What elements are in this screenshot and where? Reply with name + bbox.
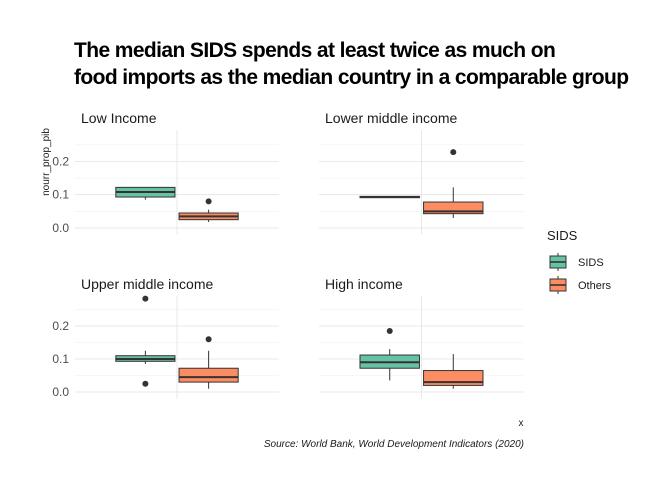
- y-tick-label: 0.1: [52, 188, 69, 202]
- facet-panels: Low Income 0.0 0.1 0.2 Lower middle income Up…: [52, 110, 524, 399]
- legend-item-sids: SIDS: [549, 253, 604, 271]
- facet-panel: High income: [319, 276, 524, 399]
- y-tick-label: 0.0: [52, 385, 69, 399]
- legend-title: SIDS: [547, 228, 578, 243]
- y-axis-title: nourr_prop_pib: [41, 128, 52, 196]
- y-tick-label: 0.2: [52, 154, 69, 168]
- y-tick-label: 0.1: [52, 352, 69, 366]
- outlier-point: [142, 380, 149, 387]
- outlier-point: [205, 336, 212, 343]
- outlier-point: [450, 149, 457, 156]
- y-tick-label: 0.0: [52, 221, 69, 235]
- outlier-point: [386, 327, 393, 334]
- facet-panel: Lower middle income: [319, 110, 524, 235]
- facet-label: Upper middle income: [81, 276, 213, 292]
- box-others: [423, 149, 484, 219]
- box-others: [423, 354, 484, 389]
- box-sids: [359, 327, 420, 381]
- iqr-box: [423, 201, 484, 215]
- chart-caption: Source: World Bank, World Development In…: [264, 439, 524, 450]
- facet-label: Lower middle income: [325, 110, 457, 126]
- box-others: [178, 198, 239, 223]
- outlier-point: [205, 198, 212, 205]
- chart-title-line-2: food imports as the median country in a …: [74, 66, 628, 89]
- facet-panel: Low Income 0.0 0.1 0.2: [52, 110, 279, 235]
- outlier-point: [142, 295, 149, 302]
- box-sids: [359, 195, 420, 199]
- legend-item-others: Others: [549, 276, 612, 294]
- iqr-box: [178, 367, 239, 383]
- box-sids: [115, 295, 176, 387]
- facet-panel: Upper middle income 0.0 0.1 0.2: [52, 276, 279, 399]
- x-axis-title: x: [519, 418, 524, 429]
- chart-title-line-1: The median SIDS spends at least twice as…: [74, 39, 555, 62]
- facet-label: High income: [325, 276, 403, 292]
- box-sids: [115, 186, 176, 200]
- facet-label: Low Income: [81, 110, 157, 126]
- legend-label: SIDS: [578, 257, 604, 269]
- legend: SIDS SIDS Others: [547, 228, 612, 294]
- legend-label: Others: [578, 280, 612, 292]
- y-tick-label: 0.2: [52, 319, 69, 333]
- iqr-box: [423, 370, 484, 386]
- box-others: [178, 336, 239, 389]
